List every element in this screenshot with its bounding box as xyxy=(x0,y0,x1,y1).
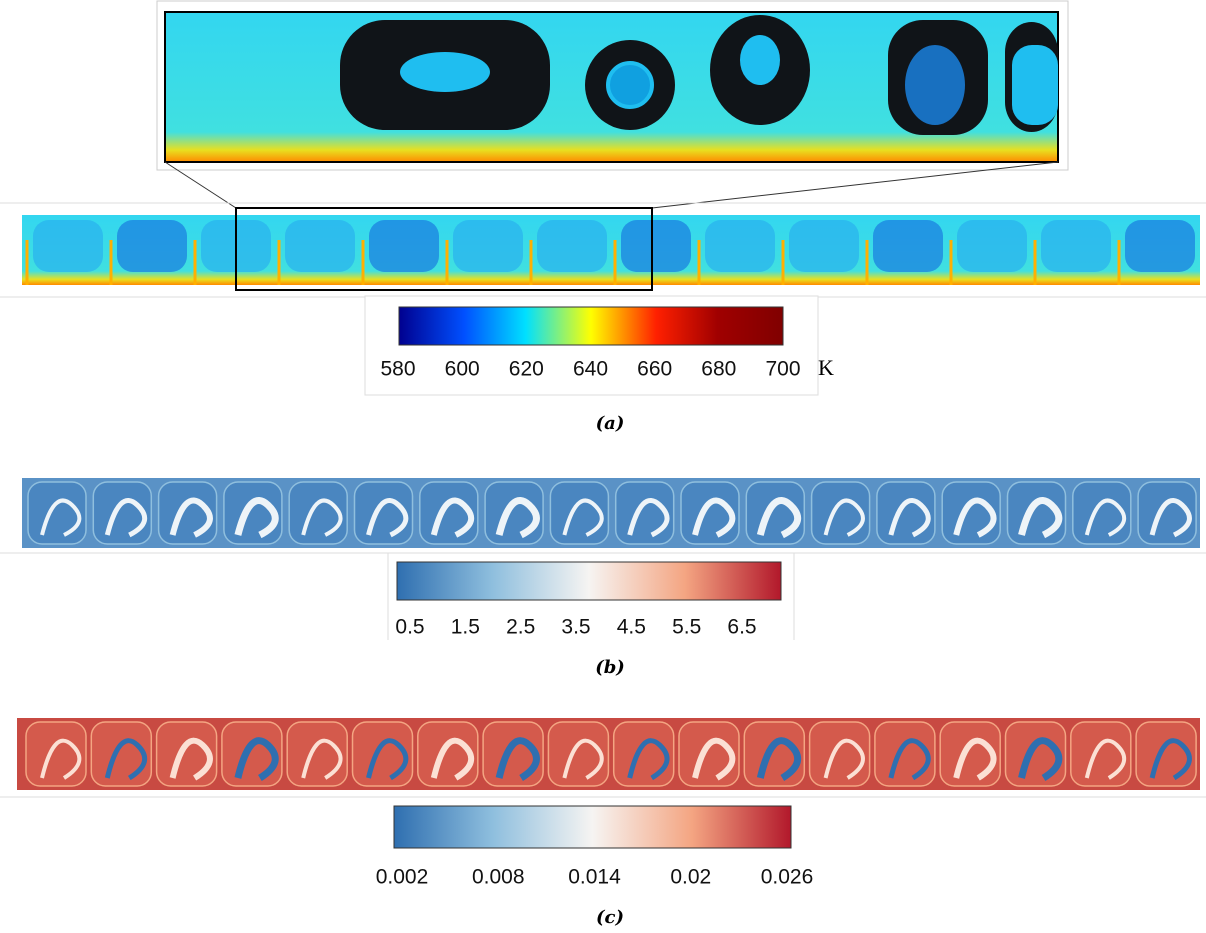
colorbar-tick-label: 2.5 xyxy=(506,616,535,639)
panel-label: (b) xyxy=(595,657,625,678)
field-plots xyxy=(0,0,1206,849)
colorbar-tick-label: 700 xyxy=(765,358,800,381)
colorbar-tick-label: 4.5 xyxy=(617,616,646,639)
cell xyxy=(453,220,523,272)
swirl xyxy=(495,497,540,539)
swirl xyxy=(562,498,604,537)
swirl xyxy=(40,498,82,537)
swirl xyxy=(1018,737,1063,781)
colorbar-tick-label: 0.002 xyxy=(376,866,429,889)
colorbar-tick-label: 0.026 xyxy=(761,866,814,889)
cell xyxy=(957,220,1027,272)
swirl xyxy=(430,737,475,781)
swirl xyxy=(169,737,213,781)
colorbar-tick-label: 3.5 xyxy=(561,616,590,639)
colorbar xyxy=(393,805,792,849)
cell xyxy=(547,721,610,787)
cell xyxy=(25,721,87,787)
colorbar xyxy=(398,306,784,346)
cell xyxy=(286,721,348,787)
vortex-core xyxy=(606,61,654,109)
colorbar-tick-label: 1.5 xyxy=(451,616,480,639)
swirl xyxy=(823,738,865,780)
colorbar-tick-label: 0.008 xyxy=(472,866,525,889)
vortex-core xyxy=(400,52,490,92)
swirl xyxy=(430,497,475,538)
vortex-core xyxy=(1012,45,1058,125)
colorbar-tick-label: 680 xyxy=(701,358,736,381)
swirl xyxy=(234,497,279,539)
panel-label: (a) xyxy=(596,413,625,434)
cell xyxy=(705,220,775,272)
colorbar-tick-label: 6.5 xyxy=(727,616,756,639)
colorbar-tick-label: 600 xyxy=(445,358,480,381)
swirl xyxy=(366,498,409,538)
swirl xyxy=(627,498,670,538)
swirl xyxy=(756,497,802,539)
swirl xyxy=(104,498,148,538)
swirl xyxy=(1018,497,1063,539)
swirl xyxy=(40,738,82,780)
swirl xyxy=(692,737,736,781)
cell xyxy=(33,220,103,272)
cell xyxy=(1070,721,1132,787)
cell xyxy=(369,220,439,272)
colorbar-tick-label: 0.02 xyxy=(670,866,711,889)
swirl xyxy=(169,497,213,538)
swirl xyxy=(627,738,670,781)
zoom-box xyxy=(235,207,653,291)
swirl xyxy=(953,737,997,781)
colorbar-tick-label: 0.014 xyxy=(568,866,621,889)
swirl xyxy=(366,738,409,781)
swirl xyxy=(823,498,865,537)
cell xyxy=(621,220,691,272)
cell xyxy=(285,220,355,272)
colorbar-tick-label: 620 xyxy=(509,358,544,381)
swirl xyxy=(234,737,279,781)
swirl xyxy=(562,738,604,780)
vortex-core xyxy=(740,35,780,85)
colorbar-unit: K xyxy=(818,355,834,380)
cell xyxy=(873,220,943,272)
swirl xyxy=(495,737,540,781)
zoom-line xyxy=(164,161,237,209)
swirl xyxy=(1149,498,1192,538)
cell xyxy=(789,220,859,272)
swirl xyxy=(1084,738,1127,780)
cell xyxy=(1125,220,1195,272)
field-b xyxy=(22,478,1200,548)
cell xyxy=(117,220,187,272)
swirl xyxy=(888,498,931,538)
colorbar-tick-label: 580 xyxy=(380,358,415,381)
zoom-line xyxy=(651,161,1059,209)
colorbar-tick-label: 640 xyxy=(573,358,608,381)
colorbar-tick-label: 660 xyxy=(637,358,672,381)
colorbar xyxy=(396,561,782,601)
swirl xyxy=(301,738,343,780)
swirl xyxy=(953,497,997,538)
swirl xyxy=(1149,738,1192,781)
colorbar-tick-label: 0.5 xyxy=(395,616,424,639)
cell xyxy=(537,220,607,272)
swirl xyxy=(301,498,343,537)
swirl xyxy=(756,737,802,781)
panel-label: (c) xyxy=(596,907,624,928)
swirl xyxy=(104,738,148,781)
swirl xyxy=(1084,498,1127,537)
cell xyxy=(808,721,871,787)
cell xyxy=(1041,220,1111,272)
swirl xyxy=(888,738,931,781)
vortex-core xyxy=(905,45,965,125)
colorbar-tick-label: 5.5 xyxy=(672,616,701,639)
swirl xyxy=(692,497,736,538)
